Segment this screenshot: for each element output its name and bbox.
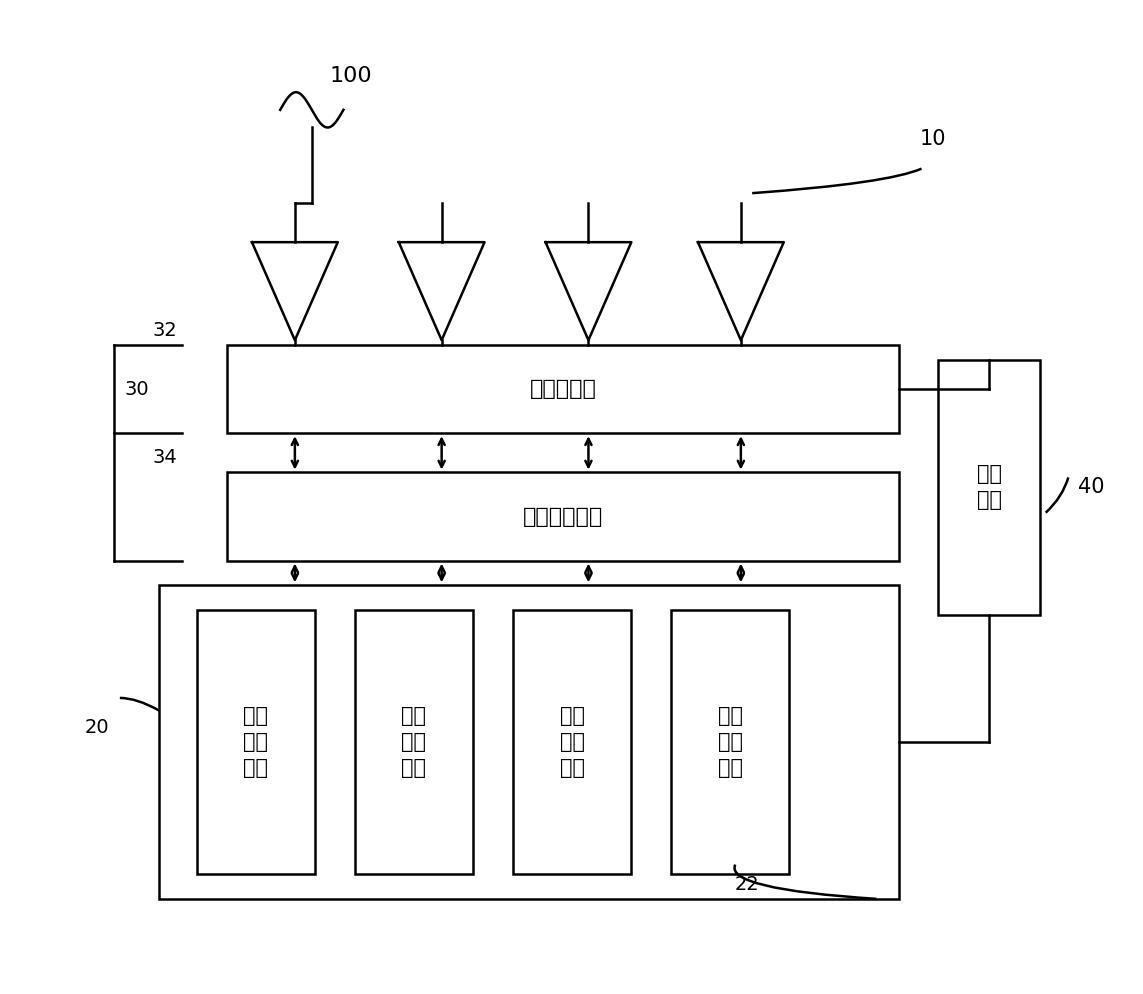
Text: 射频
前端
模块: 射频 前端 模块 [401, 706, 426, 778]
Text: 32: 32 [153, 321, 177, 340]
Text: 20: 20 [85, 718, 110, 737]
Text: 10: 10 [920, 129, 946, 149]
Bar [513, 609, 631, 875]
Bar [197, 609, 315, 875]
Text: 100: 100 [330, 66, 373, 85]
Text: 34: 34 [153, 448, 177, 467]
Bar [938, 360, 1040, 614]
Text: 射频
前端
模块: 射频 前端 模块 [718, 706, 743, 778]
Text: 开关阵列模组: 开关阵列模组 [522, 507, 604, 527]
Bar [227, 345, 898, 433]
Text: 40: 40 [1078, 477, 1104, 497]
Bar [159, 585, 898, 899]
Text: 控制
模块: 控制 模块 [977, 464, 1001, 510]
Text: 射频
前端
模块: 射频 前端 模块 [243, 706, 269, 778]
Bar [227, 472, 898, 561]
Text: 22: 22 [734, 875, 759, 894]
Text: 30: 30 [125, 380, 149, 399]
Text: 合路器模组: 合路器模组 [529, 379, 597, 400]
Text: 射频
前端
模块: 射频 前端 模块 [560, 706, 584, 778]
Bar [354, 609, 473, 875]
Bar [671, 609, 790, 875]
